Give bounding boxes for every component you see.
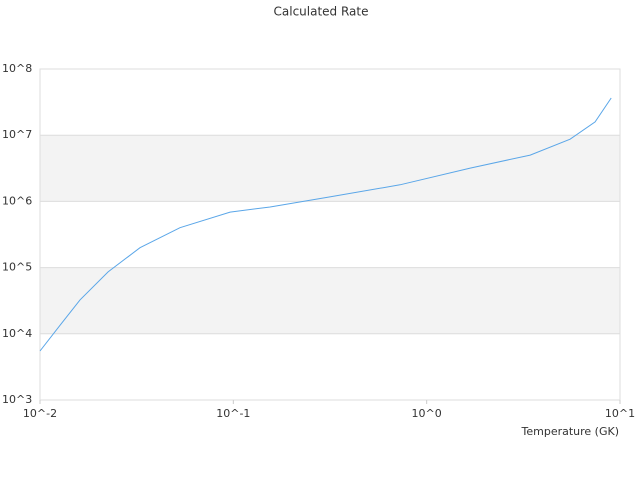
plot-frame	[39, 68, 621, 401]
chart-title: Calculated Rate	[274, 5, 369, 19]
y-tick-label: 10^4	[2, 327, 32, 340]
x-tick-label: 10^-1	[216, 407, 250, 420]
x-tick-label: 10^-2	[23, 407, 57, 420]
y-tick-label: 10^7	[2, 128, 32, 141]
line-series	[39, 97, 612, 352]
grid-band	[40, 267, 620, 334]
y-tick-label: 10^6	[2, 194, 32, 207]
grid-band	[40, 135, 620, 202]
x-tick-label: 10^0	[412, 407, 442, 420]
x-axis-title: Temperature (GK)	[521, 425, 620, 438]
y-tick-label: 10^8	[2, 62, 32, 75]
y-tick-label: 10^3	[2, 393, 32, 406]
y-tick-label: 10^5	[2, 261, 32, 274]
x-tick-label: 10^1	[605, 407, 635, 420]
